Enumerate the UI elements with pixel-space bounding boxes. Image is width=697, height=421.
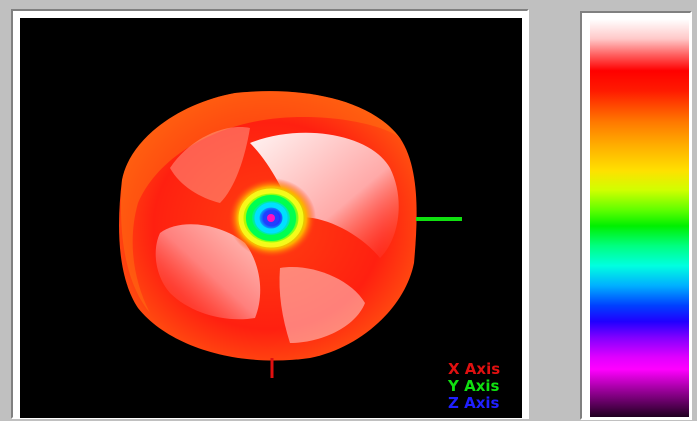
colorbar [590, 19, 689, 417]
model-blade-upper-right [250, 132, 399, 258]
3d-viewport[interactable] [20, 18, 522, 418]
radial-surface-model [119, 91, 462, 378]
z-axis-label: Z Axis [448, 394, 500, 412]
axis-legend: X Axis Y Axis Z Axis [448, 361, 500, 412]
model-blade-upper-left [170, 127, 250, 203]
x-axis-label: X Axis [448, 360, 501, 378]
model-hub-ring-green [246, 195, 296, 241]
model-blade-lower-left [155, 224, 261, 320]
y-axis-label: Y Axis [448, 377, 500, 395]
model-blade-lower-right [279, 267, 365, 343]
model-hub-ring-yellow [238, 188, 304, 248]
model-hub-ring-cyan [254, 202, 288, 234]
model-hub-center [267, 214, 275, 222]
